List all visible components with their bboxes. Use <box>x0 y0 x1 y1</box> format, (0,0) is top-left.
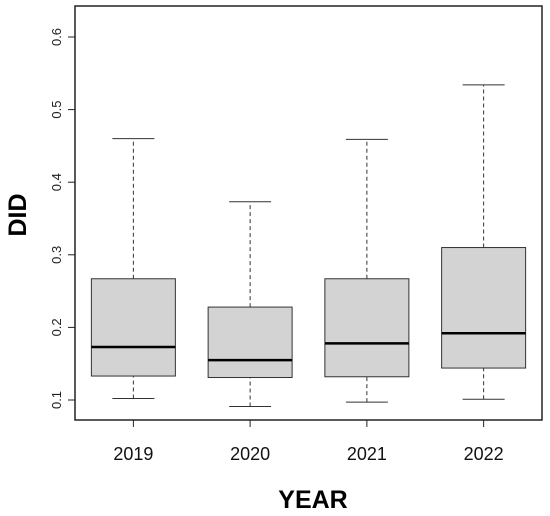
y-axis: 0.1 0.2 0.3 0.4 0.5 0.6 <box>49 28 75 409</box>
iqr-box-2019 <box>90 278 176 377</box>
box-2019 <box>90 138 176 400</box>
iqr-box-2022 <box>441 247 527 369</box>
y-tick-label-0: 0.1 <box>49 391 64 409</box>
x-tick-label-2022: 2022 <box>464 444 504 464</box>
y-tick-label-5: 0.6 <box>49 28 64 46</box>
boxes <box>90 84 527 408</box>
plot-frame <box>74 5 543 421</box>
x-tick-label-2020: 2020 <box>230 444 270 464</box>
box-2020 <box>207 201 293 408</box>
y-tick-label-1: 0.2 <box>49 318 64 336</box>
y-tick-label-4: 0.5 <box>49 101 64 119</box>
x-tick-label-2019: 2019 <box>113 444 153 464</box>
y-tick-label-3: 0.4 <box>49 173 64 191</box>
box-2021 <box>324 138 410 403</box>
box-2022 <box>441 84 527 400</box>
x-axis-title: YEAR <box>278 486 347 514</box>
y-tick-label-2: 0.3 <box>49 246 64 264</box>
iqr-box-2021 <box>324 278 410 378</box>
y-axis-title: DID <box>4 193 32 236</box>
x-axis: 2019 2020 2021 2022 <box>113 420 504 464</box>
iqr-box-2020 <box>207 306 293 378</box>
x-tick-label-2021: 2021 <box>347 444 387 464</box>
